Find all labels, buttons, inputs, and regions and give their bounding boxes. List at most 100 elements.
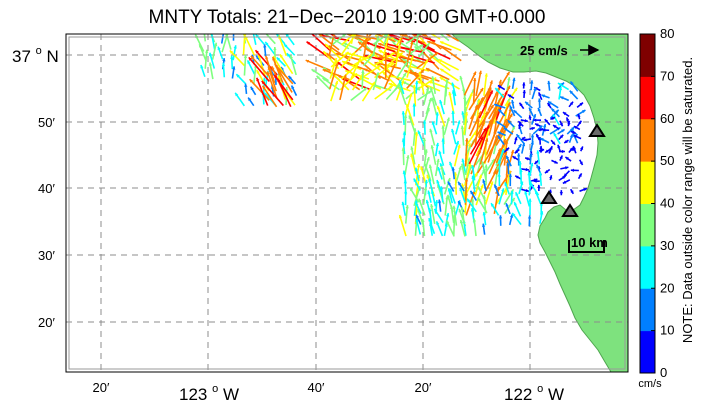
current-vector-head [477,149,482,153]
current-vector [276,67,293,93]
current-vector [249,78,270,101]
y-tick-37n-hemisphere: N [47,47,59,66]
current-vector-head [419,30,422,33]
current-vector-head [428,178,432,182]
current-vector-head [505,203,509,207]
current-vector-head [551,108,555,112]
current-vector-head [306,41,311,45]
current-vector-head [583,187,587,192]
current-vector [427,40,452,51]
current-vector-head [255,50,259,54]
current-vector [425,67,450,81]
current-vector-head [200,64,204,69]
current-vector [463,71,477,96]
current-vector-head [467,157,471,161]
current-vector [495,151,508,175]
current-vector-head [458,200,462,205]
current-vector-head [439,100,443,104]
current-vector-head [403,180,407,184]
current-vector-head [235,92,239,97]
current-vector-head [553,132,557,137]
current-vector-head [478,70,482,75]
colorbar-block [640,76,655,120]
current-vector-head [538,172,543,176]
current-vector-head [496,121,500,125]
current-vector-head [522,82,526,86]
plot-area: 25 cm/s 10 km [65,30,629,373]
current-vector-head [451,110,455,114]
current-vector [330,80,339,102]
current-vector [406,53,435,64]
current-vector-head [524,191,528,195]
current-vector-head [484,164,488,168]
current-vector [488,120,501,148]
current-vector-head [459,219,464,224]
x-tick-123w: 123 o W [179,377,239,404]
current-vector-head [244,83,248,87]
current-vector-head [445,196,449,200]
current-vector-head [440,41,444,45]
current-vector-head [539,125,543,129]
current-vector-head [441,138,445,142]
current-vector [385,84,401,100]
current-vector [461,125,465,146]
current-vector-head [285,34,289,38]
current-vector-head [438,150,442,155]
current-vector-head [577,113,581,118]
scale-vector-label: 25 cm/s [520,43,568,58]
current-vector-head [426,68,430,72]
current-vector-head [480,88,484,92]
current-vector-head [265,41,269,46]
current-vector-head [262,85,266,90]
current-vector-head [446,220,450,224]
current-vector-head [248,57,253,61]
colorbar-block [640,161,655,204]
y-tick-37n: 37 o N [12,45,59,66]
current-vector-head [459,187,463,192]
current-vector-head [358,56,362,61]
current-vector-head [557,83,562,87]
current-vector-head [580,146,584,150]
current-vector-head [573,126,578,130]
current-vector-head [537,107,541,112]
map-frame [65,33,629,373]
current-vector-head [455,141,459,145]
distance-scale: 10 km [568,235,608,253]
current-vector [468,104,478,130]
current-vector-head [490,104,494,109]
current-vector-head [426,107,430,112]
current-vector-head [514,202,518,206]
current-vector-head [525,167,529,172]
current-vector-head [438,59,443,63]
current-vector [328,44,351,62]
station-marker [588,123,606,137]
current-vector-head [489,90,493,94]
current-vector-head [431,76,435,80]
current-vector [423,46,440,62]
current-vector-head [480,115,484,119]
current-vector-head [414,132,419,136]
current-vector-head [477,197,481,202]
current-vector [351,36,373,56]
current-vector-head [494,134,498,139]
colorbar-block [640,245,655,289]
current-vector-head [335,52,340,56]
current-vector [229,49,246,67]
current-vector [361,34,373,46]
current-vector-head [393,38,398,42]
current-vector-head [528,115,532,119]
current-vector-head [434,52,439,56]
current-vector-head [497,131,501,135]
current-vector-head [562,112,567,116]
current-vector-head [505,100,510,105]
current-vector-head [460,207,465,211]
map-title: MNTY Totals: 21−Dec−2010 19:00 GMT+0.000 [149,7,546,28]
current-vector-head [509,113,513,118]
current-vector-head [229,50,234,54]
current-vector-head [517,122,522,127]
current-vector-head [401,34,405,37]
current-vector-head [417,80,421,85]
current-vector-head [382,71,386,75]
current-vector [505,170,511,196]
current-vector-head [561,129,565,133]
